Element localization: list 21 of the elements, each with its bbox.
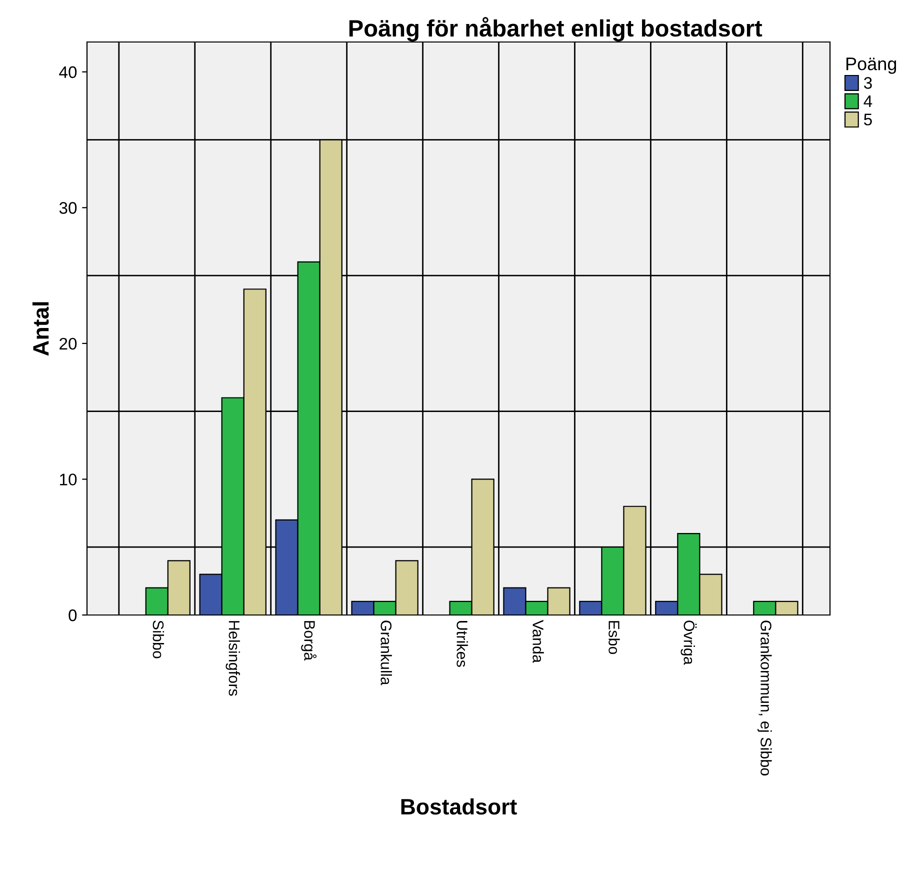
legend-label: 3 bbox=[864, 77, 872, 89]
x-tick-label: Grankommun, ej Sibbo bbox=[758, 620, 772, 776]
x-tick-label: Helsingfors bbox=[226, 621, 240, 696]
x-tick-label: Vanda bbox=[532, 620, 544, 663]
legend-label: 5 bbox=[864, 114, 872, 126]
legend-label: 4 bbox=[864, 95, 872, 107]
y-tick-label: 10 bbox=[60, 474, 77, 486]
y-tick-label: 30 bbox=[59, 202, 77, 214]
x-tick-label: Övriga bbox=[680, 620, 697, 665]
x-tick-label: Sibbo bbox=[152, 620, 164, 658]
y-tick-label: 40 bbox=[59, 66, 77, 78]
y-axis-title: Antal bbox=[32, 302, 49, 356]
x-tick-label: Esbo bbox=[608, 621, 620, 654]
chart-title: Poäng för nåbarhet enligt bostadsort bbox=[349, 17, 762, 42]
y-tick-label: 20 bbox=[60, 338, 77, 350]
legend-title: Poäng bbox=[846, 58, 896, 74]
x-tick-label: Utrikes bbox=[456, 621, 468, 667]
x-tick-label: Borgå bbox=[301, 621, 317, 661]
x-tick-label: Grankulla bbox=[380, 620, 392, 686]
x-axis-title: Bostadsort bbox=[401, 798, 517, 815]
y-tick-label: 0 bbox=[68, 609, 77, 622]
